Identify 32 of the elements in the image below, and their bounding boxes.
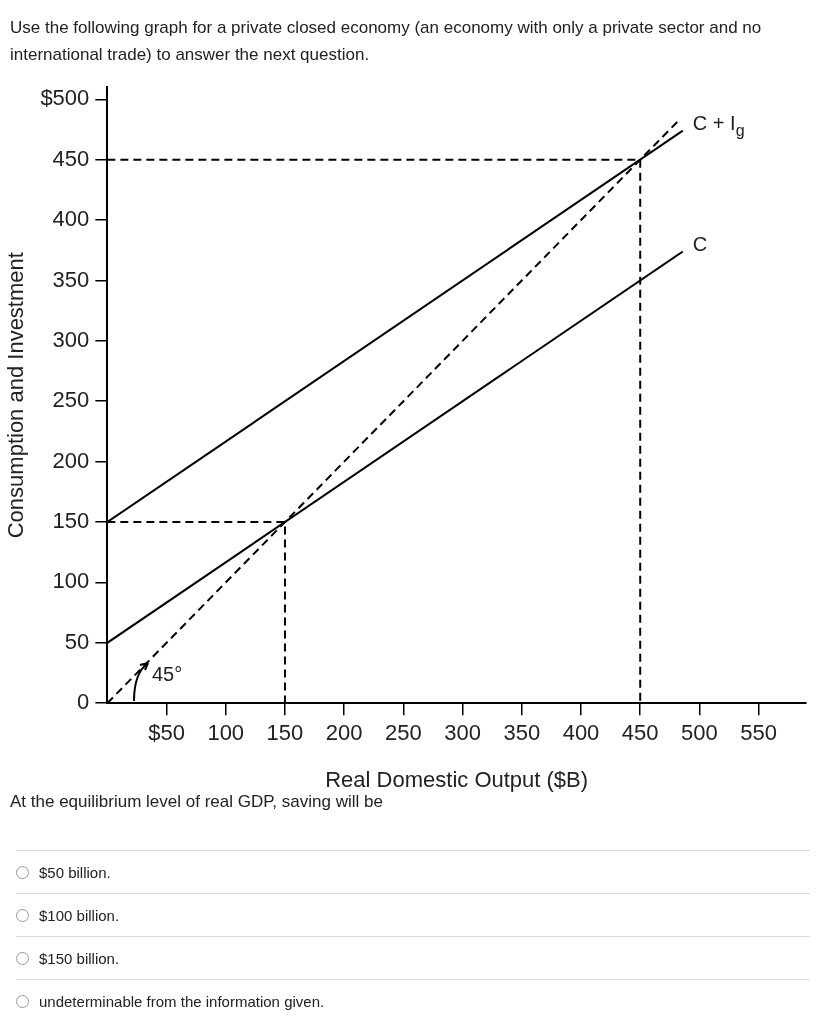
x-tick-label: 200 — [325, 720, 363, 746]
y-tick-label: 350 — [52, 266, 90, 292]
x-tick-label: 150 — [266, 720, 304, 746]
x-axis-title: Real Domestic Output ($B) — [325, 766, 589, 792]
x-tick-label: 300 — [444, 720, 481, 746]
x-tick-label: 500 — [681, 720, 718, 746]
x-tick-label: 400 — [562, 720, 600, 746]
text: At the equilibrium level of real GDP, saving will be — [9, 792, 384, 812]
text: $150 billion. — [39, 949, 120, 967]
text: $50 billion. — [39, 863, 111, 881]
chart-title: Use the following graph for a private closed economy (an economy with only a private sector and no international trade) to answer the next question. — [9, 17, 763, 66]
text: undeterminable from the information given. — [39, 992, 325, 1010]
x-tick-label: 250 — [385, 720, 422, 746]
y-tick-label: 50 — [64, 628, 90, 654]
y-tick-label: 100 — [52, 568, 90, 594]
x-tick-label: 100 — [207, 720, 245, 746]
x-tick-label: 450 — [621, 720, 659, 746]
y-tick-label: 300 — [52, 326, 90, 352]
y-tick-label: 450 — [52, 145, 90, 171]
y-tick-label: 150 — [52, 508, 90, 534]
x-tick-label: 550 — [740, 720, 777, 746]
y-tick-label: 0 — [77, 689, 90, 715]
y-tick-label: $500 — [40, 85, 90, 111]
series-label: C — [692, 232, 708, 255]
annotation: 45° — [151, 662, 183, 685]
text: $100 billion. — [39, 906, 120, 924]
y-tick-label: 200 — [52, 447, 90, 473]
y-tick-label: 400 — [52, 206, 90, 232]
y-axis-title: Consumption and Investment — [3, 252, 29, 539]
x-tick-label: 350 — [503, 720, 541, 746]
y-tick-label: 250 — [52, 387, 90, 413]
x-tick-label: $50 — [148, 720, 185, 746]
